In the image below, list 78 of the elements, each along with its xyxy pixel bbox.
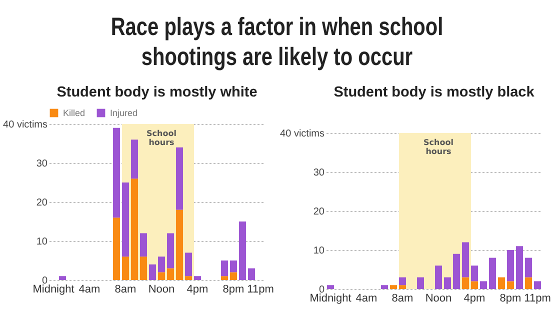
bar: [230, 272, 238, 280]
text: Race plays a factor in when school shootings are likely to occur: [110, 12, 444, 72]
bar: [166, 268, 174, 280]
bar: [122, 182, 130, 257]
bar: [444, 277, 452, 289]
y-tick-label: 20: [313, 206, 325, 218]
bar: [158, 272, 166, 280]
bar: [480, 281, 488, 289]
x-tick-label: Midnight: [32, 284, 74, 296]
bar: [238, 222, 246, 280]
chart-title: Student body is mostly black: [334, 84, 536, 100]
y-tick-label: 20: [36, 198, 48, 208]
legend-label: Killed: [63, 108, 86, 118]
bar: [452, 254, 460, 289]
bar: [398, 285, 406, 289]
bar: [112, 128, 120, 218]
x-tick-label: 11pm: [247, 284, 274, 296]
bar: [524, 277, 532, 289]
bar: [506, 281, 514, 289]
bar: [148, 264, 156, 280]
x-tick-label: 4am: [356, 292, 378, 304]
y-tick-label: 40 victims: [280, 128, 324, 140]
y-tick-label: 10: [313, 246, 325, 256]
bar: [470, 266, 478, 282]
bar: [462, 242, 470, 278]
bar: [130, 140, 138, 179]
bar: [166, 233, 174, 268]
legend-label: Injured: [110, 108, 138, 118]
bar: [230, 260, 238, 272]
bar: [220, 276, 228, 280]
bar: [416, 277, 424, 289]
x-tick-label: Midnight: [310, 292, 352, 304]
band-label: School hours: [146, 129, 177, 147]
bar: [140, 233, 148, 257]
x-tick-label: 4am: [78, 284, 100, 296]
bar: [506, 250, 514, 282]
bar: [534, 281, 542, 289]
bar: [326, 285, 334, 289]
y-tick-label: 10: [36, 236, 48, 248]
y-tick-label: 30: [36, 158, 48, 170]
y-tick-label: 30: [313, 168, 325, 178]
bar: [122, 256, 130, 280]
x-tick-label: 8am: [392, 292, 414, 304]
x-tick-label: 4pm: [186, 284, 208, 296]
chart-title: Student body is mostly white: [56, 84, 258, 100]
x-tick-label: 11pm: [524, 292, 551, 304]
y-tick-label: 0: [42, 276, 48, 286]
band-label: School hours: [424, 138, 454, 156]
bar: [176, 147, 184, 210]
y-tick-label: 40 victims: [3, 120, 48, 130]
bar: [470, 281, 478, 289]
x-tick-label: Noon: [425, 292, 452, 304]
bar: [194, 276, 202, 280]
bar: [58, 276, 66, 280]
bar: [524, 258, 532, 278]
bar: [516, 246, 524, 289]
bar: [380, 285, 388, 289]
x-tick-label: 8pm: [222, 284, 244, 296]
bar: [130, 178, 138, 280]
bar: [498, 277, 506, 289]
bar: [176, 210, 184, 280]
bar: [248, 268, 256, 280]
x-tick-label: 8pm: [500, 292, 522, 304]
bar: [488, 258, 496, 289]
bar: [184, 276, 192, 280]
bar: [158, 256, 166, 272]
x-tick-label: Noon: [148, 284, 175, 296]
bar: [184, 252, 192, 276]
bar: [398, 277, 406, 286]
x-tick-label: 4pm: [464, 292, 486, 304]
y-tick-label: 0: [318, 284, 325, 296]
x-tick-label: 8am: [114, 284, 136, 296]
bar: [220, 260, 228, 276]
bar: [112, 218, 120, 280]
bar: [434, 266, 442, 289]
bar: [390, 285, 398, 289]
bar: [140, 256, 148, 280]
bar: [462, 277, 470, 289]
